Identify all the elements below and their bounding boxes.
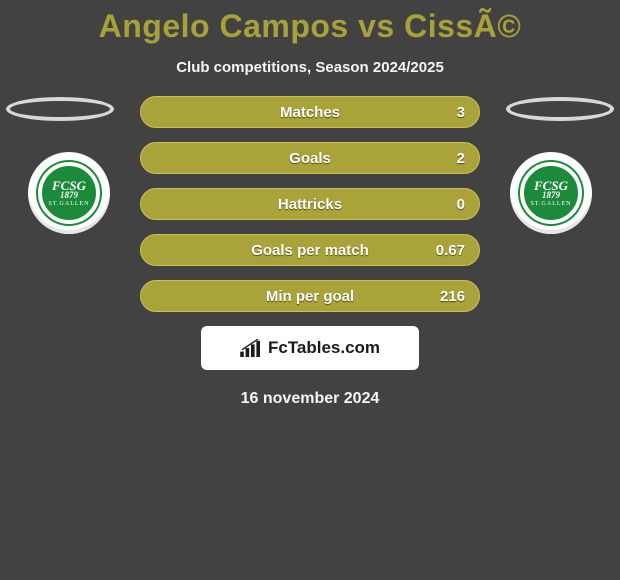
club-city-left: ST.GALLEN [48,201,89,207]
stat-value: 216 [440,288,465,305]
player-shadow-right [506,97,614,121]
page-title: Angelo Campos vs CissÃ© [0,0,620,45]
club-logo-left: FCSG 1879 ST.GALLEN [28,152,110,234]
stat-label: Hattricks [141,196,479,213]
bar-chart-icon [240,339,262,357]
stat-row: Goals 2 [140,142,480,174]
stat-row: Hattricks 0 [140,188,480,220]
stats-list: Matches 3 Goals 2 Hattricks 0 Goals per … [140,94,480,312]
player-shadow-left [6,97,114,121]
date-text: 16 november 2024 [0,390,620,408]
stat-label: Goals [141,150,479,167]
brand-box[interactable]: FcTables.com [201,326,419,370]
stat-row: Goals per match 0.67 [140,234,480,266]
stat-value: 3 [457,104,465,121]
club-year-right: 1879 [542,191,560,200]
club-city-right: ST.GALLEN [530,201,571,207]
stat-row: Matches 3 [140,96,480,128]
subtitle: Club competitions, Season 2024/2025 [0,59,620,76]
stat-value: 0 [457,196,465,213]
club-year-left: 1879 [60,191,78,200]
club-badge-right: FCSG 1879 ST.GALLEN [520,162,582,224]
comparison-content: FCSG 1879 ST.GALLEN FCSG 1879 ST.GALLEN … [0,94,620,408]
brand-text: FcTables.com [268,338,380,358]
stat-label: Matches [141,104,479,121]
club-logo-right: FCSG 1879 ST.GALLEN [510,152,592,234]
stat-label: Goals per match [141,242,479,259]
club-badge-left: FCSG 1879 ST.GALLEN [38,162,100,224]
stat-row: Min per goal 216 [140,280,480,312]
stat-label: Min per goal [141,288,479,305]
stat-value: 0.67 [436,242,465,259]
stat-value: 2 [457,150,465,167]
